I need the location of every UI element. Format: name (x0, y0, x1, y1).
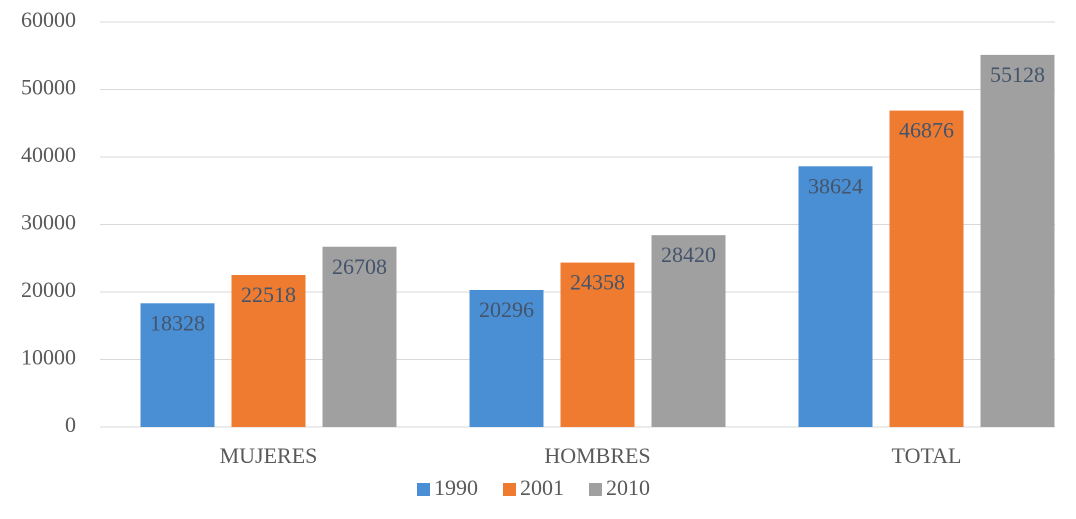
legend-label: 2001 (520, 475, 564, 500)
bar (889, 110, 964, 427)
y-tick-label: 30000 (21, 210, 76, 235)
bar (560, 262, 635, 427)
legend-swatch (503, 483, 516, 496)
data-label: 38624 (808, 173, 863, 198)
y-tick-label: 20000 (21, 277, 76, 302)
x-tick-label: HOMBRES (544, 443, 650, 468)
legend-swatch (589, 483, 602, 496)
bar (651, 235, 726, 427)
x-tick-label: TOTAL (892, 443, 962, 468)
data-label: 22518 (241, 282, 296, 307)
y-tick-label: 40000 (21, 142, 76, 167)
legend-swatch (417, 483, 430, 496)
bar (798, 166, 873, 427)
y-tick-label: 0 (65, 412, 76, 437)
y-tick-label: 10000 (21, 345, 76, 370)
bar (322, 246, 397, 427)
data-label: 46876 (899, 118, 954, 143)
bar (140, 303, 215, 427)
y-tick-label: 50000 (21, 75, 76, 100)
data-label: 26708 (332, 254, 387, 279)
x-tick-label: MUJERES (220, 443, 318, 468)
data-label: 28420 (661, 242, 716, 267)
data-label: 20296 (479, 297, 534, 322)
legend-label: 1990 (434, 475, 478, 500)
data-label: 24358 (570, 270, 625, 295)
y-tick-label: 60000 (21, 7, 76, 32)
bar (980, 54, 1055, 428)
legend-label: 2010 (606, 475, 650, 500)
bar (231, 275, 306, 427)
data-label: 18328 (150, 310, 205, 335)
data-label: 55128 (990, 62, 1045, 87)
bar (469, 290, 544, 427)
